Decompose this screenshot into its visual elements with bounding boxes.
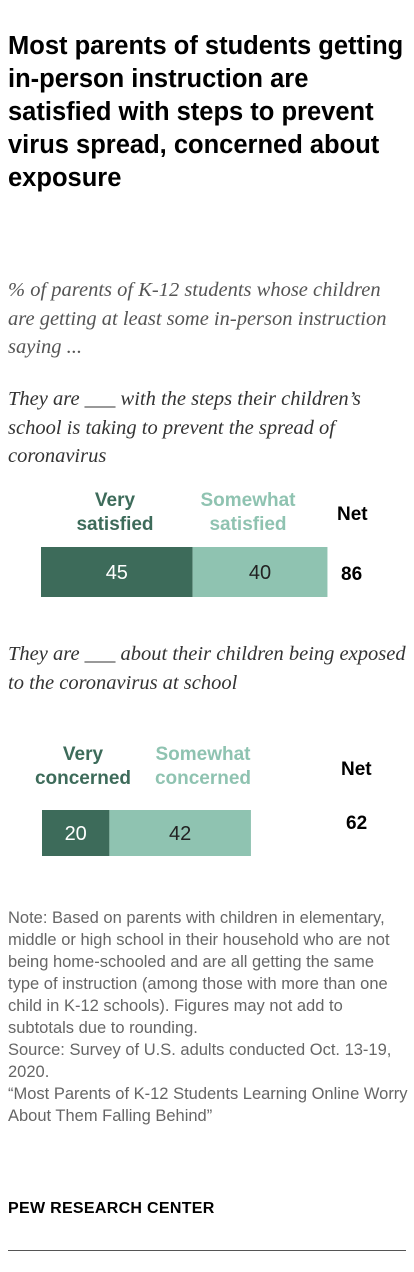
net-value-2: 62 — [346, 813, 368, 834]
legend-very-concerned: Very concerned — [28, 743, 138, 791]
bottom-rule — [8, 1250, 406, 1251]
legend-somewhat-concerned-line2: concerned — [154, 768, 252, 789]
net-header-1: Net — [337, 504, 368, 525]
question-1: They are ___ with the steps their childr… — [8, 388, 361, 467]
net-value-1: 86 — [341, 564, 363, 585]
legend-very-satisfied-line1: Very — [94, 490, 136, 511]
bar-label-somewhat-satisfied: 40 — [249, 562, 271, 584]
legend-somewhat-concerned: Somewhat concerned — [143, 743, 263, 791]
bar-label-very-satisfied: 45 — [106, 562, 128, 584]
legend-somewhat-satisfied-line1: Somewhat — [200, 490, 296, 511]
report-title: “Most Parents of K-12 Students Learning … — [8, 1085, 408, 1125]
bar-very-concerned — [42, 810, 110, 856]
legend-very-satisfied-line2: satisfied — [76, 514, 154, 535]
legend-somewhat-satisfied: Somewhat satisfied — [183, 489, 313, 537]
chart-subtitle: % of parents of K-12 students whose chil… — [8, 279, 387, 358]
legend-very-concerned-line2: concerned — [34, 768, 132, 789]
legend-somewhat-satisfied-line2: satisfied — [209, 514, 287, 535]
question-2: They are ___ about their children being … — [8, 643, 406, 694]
note-block: Note: Based on parents with children in … — [8, 907, 408, 1127]
note-text: Note: Based on parents with children in … — [8, 909, 390, 1037]
legend-somewhat-concerned-line1: Somewhat — [155, 744, 251, 765]
source-text: Source: Survey of U.S. adults conducted … — [8, 1041, 392, 1081]
bar-somewhat-satisfied — [192, 547, 328, 597]
bar-label-very-concerned: 20 — [65, 823, 87, 845]
legend-very-concerned-line1: Very — [62, 744, 104, 765]
bar-somewhat-concerned — [109, 810, 251, 856]
bar-label-somewhat-concerned: 42 — [169, 823, 191, 845]
legend-very-satisfied: Very satisfied — [60, 489, 170, 537]
net-header-2: Net — [341, 759, 372, 780]
chart-title: Most parents of students getting in-pers… — [8, 32, 404, 192]
bar-very-satisfied — [41, 547, 193, 597]
source-organization: PEW RESEARCH CENTER — [8, 1200, 215, 1217]
